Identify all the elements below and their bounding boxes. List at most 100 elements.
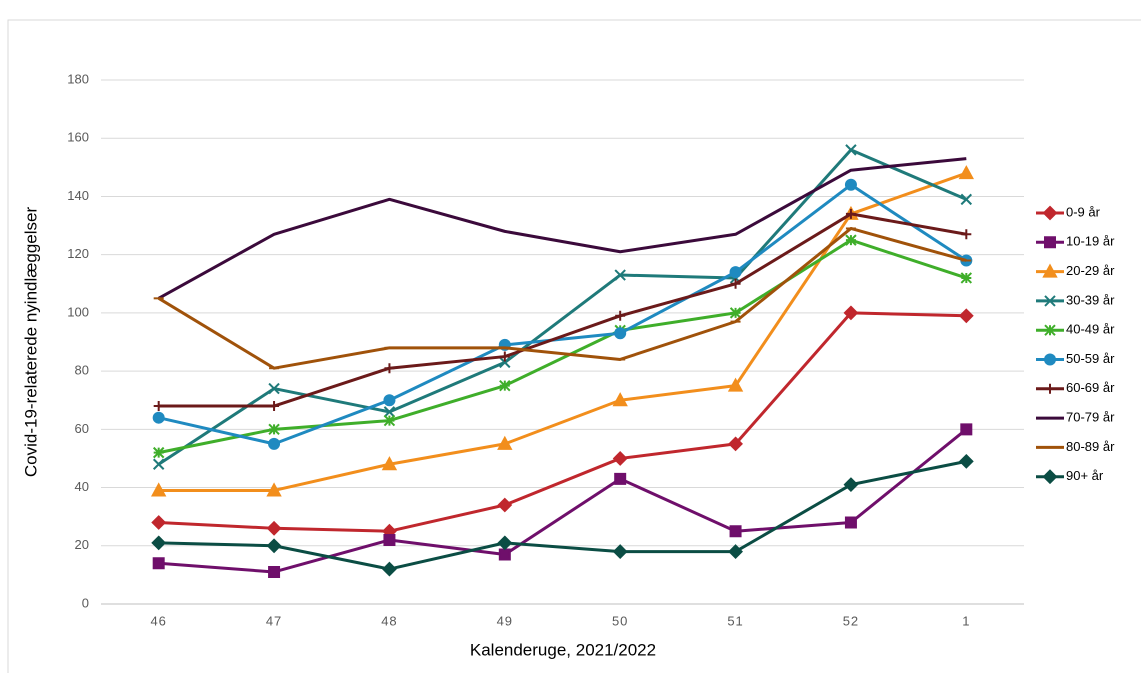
series-line	[158, 459, 967, 571]
marker	[381, 456, 398, 471]
marker	[612, 451, 628, 466]
marker	[383, 533, 396, 546]
marker	[844, 178, 857, 191]
marker	[729, 307, 742, 319]
series-line	[157, 226, 967, 370]
legend-label: 50-59 år	[1066, 351, 1115, 366]
marker	[960, 272, 973, 284]
marker	[961, 229, 972, 240]
series-line	[158, 212, 967, 408]
marker	[151, 482, 167, 497]
marker	[615, 310, 626, 321]
marker	[268, 565, 281, 578]
marker	[268, 382, 280, 395]
legend-label: 70-79 år	[1066, 410, 1115, 425]
marker	[1042, 205, 1058, 221]
x-tick-label: 46	[150, 613, 166, 628]
legend-label: 10-19 år	[1066, 234, 1115, 249]
marker	[152, 557, 165, 570]
marker	[151, 515, 167, 530]
marker	[729, 266, 742, 279]
marker	[266, 538, 282, 554]
x-tick-label: 51	[727, 613, 743, 628]
series-line	[157, 157, 967, 300]
marker	[499, 379, 511, 392]
y-tick-label: 40	[75, 479, 89, 494]
marker	[727, 377, 744, 392]
legend-label: 30-39 år	[1066, 292, 1115, 307]
marker	[269, 401, 280, 412]
marker	[382, 561, 397, 577]
y-tick-label: 60	[75, 421, 89, 436]
legend-label: 0-9 år	[1066, 204, 1101, 219]
marker	[728, 544, 743, 560]
marker	[843, 305, 859, 321]
marker	[151, 535, 167, 551]
series-line	[158, 311, 967, 533]
y-axis-title: Covid-19-relaterede nyindlæggelser	[21, 207, 40, 478]
marker	[844, 516, 857, 529]
marker	[266, 482, 282, 497]
x-tick-label: 1	[962, 613, 970, 628]
series-line	[158, 183, 968, 446]
marker	[614, 327, 627, 340]
marker	[1044, 236, 1056, 249]
legend-label: 20-29 år	[1066, 263, 1115, 278]
marker	[845, 208, 856, 219]
marker	[1042, 263, 1058, 278]
marker	[268, 423, 280, 436]
x-tick-label: 47	[266, 613, 282, 628]
marker	[1044, 353, 1056, 366]
marker	[152, 411, 165, 424]
marker	[383, 394, 396, 407]
marker	[958, 308, 974, 324]
y-tick-label: 80	[75, 363, 89, 378]
marker	[958, 165, 974, 180]
marker	[1044, 324, 1056, 336]
x-tick-label: 50	[612, 613, 628, 628]
y-tick-label: 20	[75, 537, 89, 552]
marker	[960, 193, 973, 206]
marker	[845, 144, 857, 156]
marker	[728, 436, 743, 452]
series-line	[158, 238, 967, 455]
marker	[612, 544, 628, 560]
marker	[498, 548, 511, 561]
marker	[497, 435, 513, 450]
marker	[268, 437, 281, 450]
y-tick-label: 180	[67, 71, 89, 86]
marker	[960, 423, 973, 436]
marker	[612, 392, 628, 407]
marker	[497, 497, 513, 513]
marker	[614, 472, 627, 485]
x-tick-label: 49	[497, 613, 513, 628]
marker	[497, 535, 513, 551]
y-tick-label: 120	[67, 246, 89, 261]
y-tick-label: 140	[67, 188, 89, 203]
legend-label: 80-89 år	[1066, 439, 1115, 454]
y-tick-label: 0	[82, 595, 89, 610]
y-tick-label: 100	[67, 304, 89, 319]
marker	[729, 525, 742, 538]
marker	[614, 269, 626, 281]
marker	[384, 363, 395, 374]
x-tick-label: 52	[843, 613, 859, 628]
marker	[152, 458, 165, 470]
marker	[153, 401, 164, 412]
legend-label: 40-49 år	[1066, 322, 1115, 337]
marker	[383, 406, 396, 418]
x-tick-label: 48	[381, 613, 397, 628]
series-line	[158, 428, 968, 574]
y-tick-label: 160	[67, 130, 89, 145]
marker	[730, 278, 741, 289]
marker	[958, 453, 974, 469]
marker	[383, 414, 396, 427]
marker	[843, 477, 859, 493]
chart-frame	[7, 19, 1141, 673]
legend-label: 90+ år	[1066, 468, 1104, 483]
marker	[1042, 469, 1058, 485]
marker	[1044, 295, 1056, 307]
marker	[499, 356, 511, 369]
series-line	[157, 148, 967, 466]
